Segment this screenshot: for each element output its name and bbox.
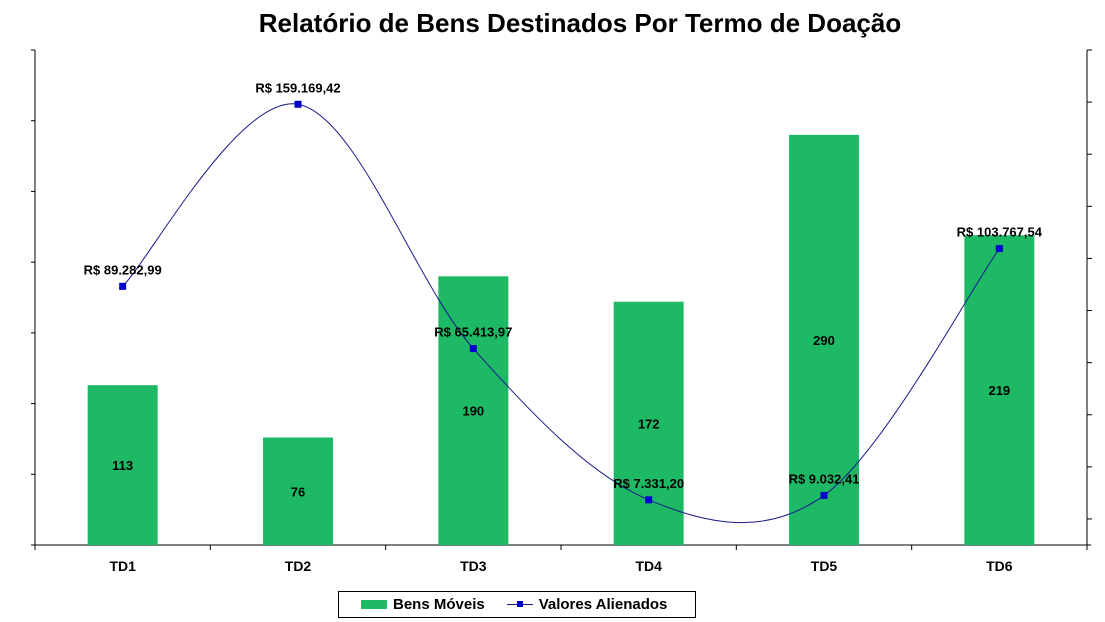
legend-label-bens-moveis: Bens Móveis bbox=[393, 596, 485, 613]
x-tick-label: TD1 bbox=[109, 558, 136, 574]
bar-value-label: 172 bbox=[638, 416, 660, 431]
line-point-td1 bbox=[119, 282, 127, 290]
line-point-td2 bbox=[294, 100, 302, 108]
line-point-label: R$ 89.282,99 bbox=[84, 262, 162, 277]
line-point-td4 bbox=[645, 496, 653, 504]
chart-title: Relatório de Bens Destinados Por Termo d… bbox=[258, 8, 902, 38]
line-point-label: R$ 159.169,42 bbox=[255, 80, 340, 95]
bar-td5 bbox=[789, 134, 859, 545]
bar-td4 bbox=[613, 301, 684, 545]
x-tick-label: TD6 bbox=[986, 558, 1013, 574]
bar-value-label: 76 bbox=[291, 484, 305, 499]
bar-value-label: 290 bbox=[813, 333, 835, 348]
legend-item-valores-alienados: Valores Alienados bbox=[506, 596, 668, 613]
bar-td3 bbox=[438, 276, 509, 545]
bar-td6 bbox=[964, 235, 1035, 545]
line-point-label: R$ 103.767,54 bbox=[957, 225, 1043, 240]
legend-label-valores-alienados: Valores Alienados bbox=[538, 596, 668, 613]
bar-td1 bbox=[87, 385, 158, 545]
line-point-label: R$ 9.032,41 bbox=[789, 471, 860, 486]
bar-value-label: 219 bbox=[988, 383, 1010, 398]
x-tick-label: TD4 bbox=[635, 558, 662, 574]
line-point-label: R$ 65.413,97 bbox=[434, 325, 512, 340]
legend-swatch-bens-moveis bbox=[361, 600, 387, 609]
line-point-label: R$ 7.331,20 bbox=[613, 476, 684, 491]
bar-value-label: 113 bbox=[112, 458, 133, 473]
line-point-td3 bbox=[469, 345, 477, 353]
chart-plot: 113 76 190 172 290 219 TD1 TD2 TD3 TD4 TD5 TD6 R$ 89… bbox=[31, 49, 1092, 574]
bar-td2 bbox=[263, 437, 333, 545]
line-point-td6 bbox=[995, 245, 1003, 253]
x-tick-label: TD2 bbox=[285, 558, 312, 574]
chart-legend: Bens Móveis Valores Alienados bbox=[338, 591, 696, 618]
legend-item-bens-moveis: Bens Móveis bbox=[361, 596, 485, 613]
series-line-valores-alienados bbox=[122, 103, 1000, 524]
x-tick-label: TD5 bbox=[811, 558, 838, 574]
x-tick-label: TD3 bbox=[460, 558, 487, 574]
legend-swatch-valores-alienados bbox=[506, 600, 533, 609]
line-point-td5 bbox=[820, 491, 828, 499]
bar-value-label: 190 bbox=[462, 404, 484, 419]
